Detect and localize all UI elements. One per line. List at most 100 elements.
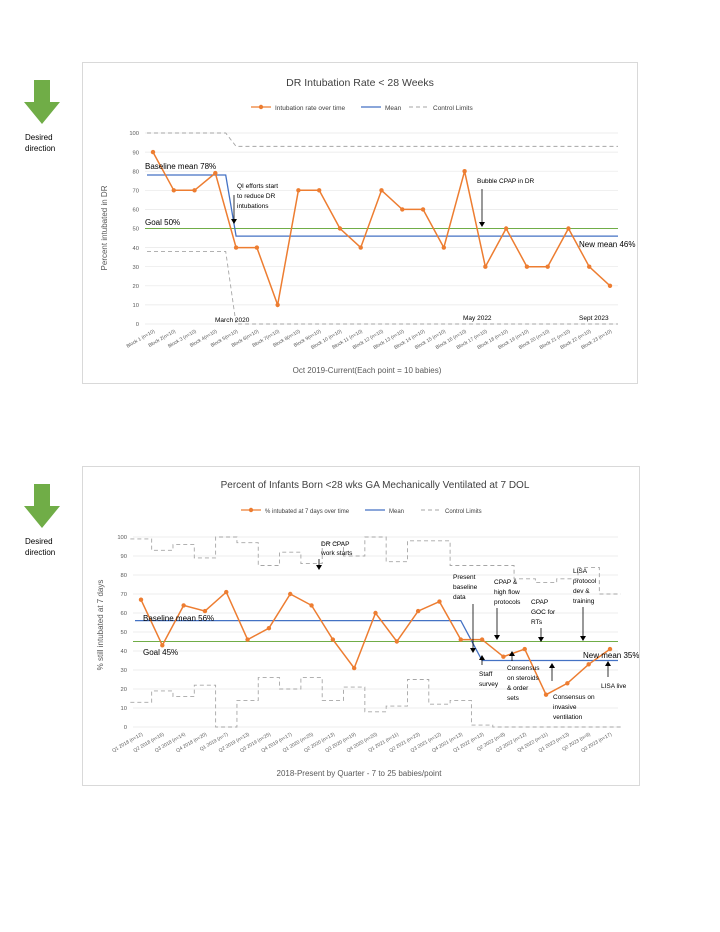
- y-tick-label: 100: [117, 535, 127, 541]
- dr-cpap-label-2: work starts: [320, 550, 353, 557]
- y-tick-label: 80: [121, 573, 127, 579]
- data-point: [266, 626, 272, 631]
- data-point: [458, 637, 463, 642]
- down-arrow-icon: [24, 484, 60, 528]
- control-limit-lower: [130, 677, 621, 728]
- baseline-mean-label: Baseline mean 56%: [143, 614, 214, 623]
- data-point: [202, 608, 208, 614]
- consensus-steroids-label-3: & order: [507, 685, 529, 692]
- lisa-protocol-label-2: protocol: [573, 578, 597, 585]
- staff-survey-label-1: Staff: [479, 671, 492, 678]
- y-tick-label: 20: [121, 687, 127, 693]
- data-point: [543, 692, 549, 697]
- y-tick-label: 70: [121, 592, 127, 598]
- cpap-goc-label-1: CPAP: [531, 599, 548, 606]
- data-point: [373, 610, 378, 616]
- data-point: [358, 245, 363, 250]
- direction-caption: direction: [25, 144, 56, 153]
- down-arrow-icon: [24, 80, 60, 124]
- data-point: [296, 188, 301, 193]
- data-point: [462, 169, 467, 174]
- y-tick-label: 90: [133, 150, 139, 156]
- x-axis-label: 2018-Present by Quarter - 7 to 25 babies…: [277, 769, 443, 778]
- desired-direction-1: Desired direction: [14, 80, 84, 154]
- data-point: [288, 591, 293, 597]
- legend-mean: Mean: [385, 105, 402, 112]
- chart-2-svg: Percent of Infants Born <28 wks GA Mecha…: [96, 480, 639, 778]
- present-baseline-label-1: Present: [453, 574, 476, 581]
- y-tick-label: 50: [121, 630, 127, 636]
- data-point: [566, 226, 571, 231]
- data-point: [150, 149, 156, 155]
- data-point: [501, 654, 506, 659]
- data-point: [233, 245, 239, 250]
- data-point: [545, 264, 550, 269]
- legend-control: Control Limits: [445, 509, 482, 515]
- data-point: [587, 264, 592, 269]
- y-tick-label: 30: [121, 668, 127, 674]
- data-point: [400, 207, 405, 212]
- legend: Intubation rate over time Mean Control L…: [251, 104, 473, 112]
- chart-1-container: DR Intubation Rate < 28 Weeks Intubation…: [82, 62, 638, 384]
- lisa-protocol-label-3: dev &: [573, 588, 590, 595]
- legend-series: Intubation rate over time: [275, 105, 345, 112]
- direction-caption: direction: [25, 548, 56, 557]
- chart-1-svg: DR Intubation Rate < 28 Weeks Intubation…: [100, 77, 635, 375]
- data-point: [503, 226, 509, 231]
- bubble-cpap-label: Bubble CPAP in DR: [477, 178, 535, 185]
- data-point: [138, 597, 144, 602]
- goal-label: Goal 50%: [145, 218, 180, 227]
- x-axis-label: Oct 2019-Current(Each point = 10 babies): [293, 366, 442, 375]
- annotations: DR CPAP work starts Present baseline dat…: [143, 541, 639, 721]
- lisa-protocol-label-1: LISA: [573, 568, 588, 575]
- data-point: [441, 245, 447, 250]
- y-tick-label: 10: [133, 303, 139, 309]
- y-tick-label: 10: [121, 706, 127, 712]
- qi-efforts-label-2: to reduce DR: [237, 193, 276, 200]
- new-mean-label: New mean 46%: [579, 240, 635, 249]
- data-point: [394, 639, 400, 644]
- data-point: [479, 637, 485, 642]
- sept-2023-label: Sept 2023: [579, 315, 609, 322]
- cpap-protocols-label-2: high flow: [494, 589, 520, 596]
- march-2020-label: March 2020: [215, 317, 250, 324]
- goal-label: Goal 45%: [143, 648, 178, 657]
- control-limit-upper: [147, 132, 618, 147]
- consensus-invasive-label-2: invasive: [553, 704, 577, 711]
- baseline-mean-label: Baseline mean 78%: [145, 162, 216, 171]
- mean-line: [135, 619, 618, 662]
- lisa-protocol-label-4: training: [573, 598, 595, 605]
- desired-direction-2: Desired direction: [14, 484, 84, 558]
- y-tick-label: 0: [136, 322, 139, 328]
- lisa-live-label: LISA live: [601, 683, 627, 690]
- chart-2-container: Percent of Infants Born <28 wks GA Mecha…: [82, 466, 640, 786]
- data-point: [192, 188, 197, 193]
- dr-cpap-label-1: DR CPAP: [321, 541, 349, 548]
- may-2022-label: May 2022: [463, 315, 492, 322]
- data-point: [586, 662, 591, 667]
- legend-mean: Mean: [389, 509, 404, 515]
- data-point: [337, 226, 343, 231]
- control-limit-upper: [130, 536, 621, 595]
- data-point: [524, 264, 530, 269]
- present-baseline-label-3: data: [453, 594, 466, 601]
- consensus-invasive-label-1: Consensus on: [553, 694, 595, 701]
- data-point: [565, 681, 570, 686]
- y-tick-label: 50: [133, 227, 139, 233]
- staff-survey-label-2: survey: [479, 681, 499, 688]
- legend-control: Control Limits: [433, 105, 473, 112]
- data-point: [437, 599, 442, 604]
- y-tick-label: 20: [133, 284, 139, 290]
- data-point: [522, 646, 527, 652]
- data-point: [213, 170, 218, 176]
- y-tick-label: 40: [133, 246, 139, 252]
- data-point: [254, 245, 260, 250]
- data-point: [275, 302, 280, 308]
- data-point: [171, 188, 176, 193]
- data-point: [181, 603, 186, 608]
- consensus-steroids-label-1: Consensus: [507, 665, 540, 672]
- data-point: [415, 608, 421, 614]
- data-point: [330, 637, 336, 642]
- new-mean-label: New mean 35%: [583, 651, 639, 660]
- data-point: [309, 603, 314, 608]
